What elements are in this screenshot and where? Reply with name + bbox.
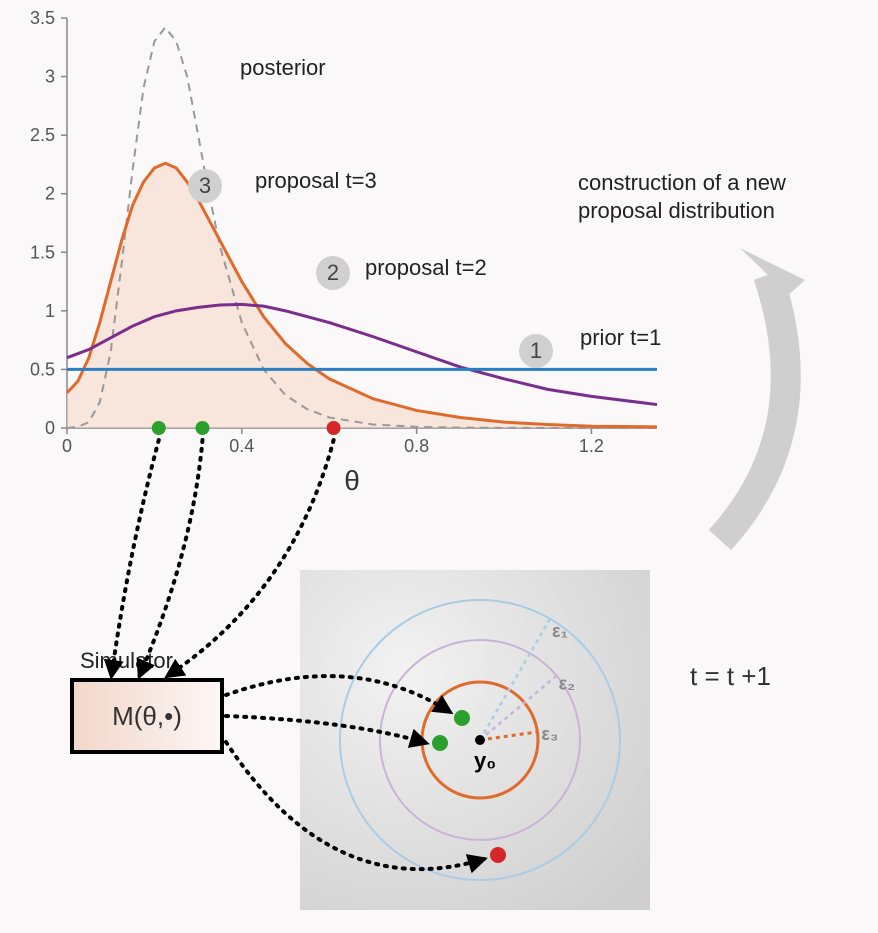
panel-point-g1 — [454, 710, 470, 726]
eps2-label: ε₂ — [559, 674, 576, 694]
label-prior: prior t=1 — [580, 325, 661, 350]
eps3-label: ε₃ — [541, 724, 558, 744]
svg-text:0.5: 0.5 — [30, 359, 55, 379]
label-posterior: posterior — [240, 55, 326, 80]
y0-dot — [475, 735, 485, 745]
svg-text:1.5: 1.5 — [30, 242, 55, 262]
label-proposal2: proposal t=2 — [365, 255, 487, 280]
panel-point-r1 — [490, 847, 506, 863]
svg-text:0: 0 — [45, 418, 55, 438]
svg-text:1: 1 — [45, 301, 55, 321]
sample-green2 — [195, 421, 209, 435]
svg-text:3.5: 3.5 — [30, 8, 55, 28]
figure-svg: 0 0.4 0.8 1.2 0 0.5 1 1.5 2 2.5 3 3.5 θ posterior prop… — [0, 0, 878, 933]
svg-text:0.4: 0.4 — [229, 436, 254, 456]
y0-label: y₀ — [474, 748, 496, 773]
svg-text:1.2: 1.2 — [579, 436, 604, 456]
construction-text-2: proposal distribution — [578, 198, 775, 223]
badge-2: 2 — [316, 256, 350, 290]
eps1-label: ε₁ — [552, 621, 568, 641]
construction-text-1: construction of a new — [578, 170, 786, 195]
svg-text:3: 3 — [199, 173, 211, 198]
sample-green1 — [152, 421, 166, 435]
svg-text:2: 2 — [45, 184, 55, 204]
t-update-text: t = t +1 — [690, 661, 771, 691]
svg-text:θ: θ — [344, 465, 360, 496]
panel-point-g2 — [432, 735, 448, 751]
sample-red — [327, 421, 341, 435]
simulator-label: Simulator — [80, 648, 173, 673]
svg-text:0: 0 — [62, 436, 72, 456]
label-proposal3: proposal t=3 — [255, 168, 377, 193]
svg-text:1: 1 — [530, 338, 542, 363]
badge-3: 3 — [188, 169, 222, 203]
svg-text:2: 2 — [327, 260, 339, 285]
simulator-box-text: M(θ,•) — [112, 701, 182, 731]
svg-text:0.8: 0.8 — [404, 436, 429, 456]
badge-1: 1 — [519, 334, 553, 368]
svg-text:2.5: 2.5 — [30, 125, 55, 145]
svg-text:3: 3 — [45, 67, 55, 87]
